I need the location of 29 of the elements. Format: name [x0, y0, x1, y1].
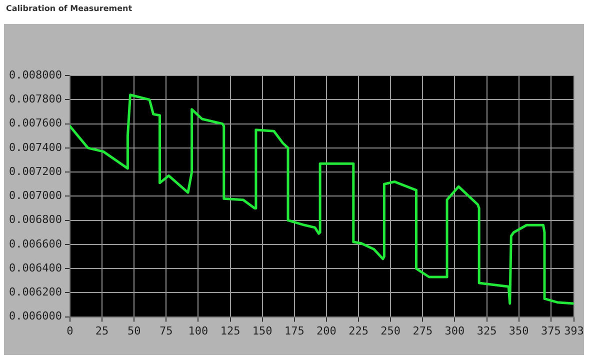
x-tick-label: 350	[508, 324, 529, 338]
y-tick-label: 0.007000	[8, 189, 62, 202]
x-tick-label: 393	[564, 324, 584, 338]
y-tick-label: 0.006200	[8, 286, 62, 299]
x-tick-label: 0	[66, 324, 74, 338]
y-tick-label: 0.006000	[8, 310, 62, 323]
y-tick-label: 0.007800	[8, 92, 62, 106]
y-tick-label: 0.006400	[8, 261, 62, 274]
chart-title: Calibration of Measurement	[6, 4, 132, 13]
x-tick-label: 250	[380, 324, 401, 338]
x-tick-label: 375	[540, 324, 561, 338]
y-tick-label: 0.008000	[8, 68, 62, 82]
x-tick-label: 175	[284, 324, 304, 338]
x-tick-label: 125	[220, 324, 240, 338]
y-tick-label: 0.007400	[8, 140, 62, 154]
x-tick-label: 150	[252, 324, 272, 338]
x-tick-label: 300	[444, 324, 465, 338]
y-tick-label: 0.007600	[8, 116, 62, 130]
x-tick-label: 100	[188, 324, 208, 338]
x-tick-label: 275	[412, 324, 433, 338]
x-tick-label: 50	[127, 324, 141, 338]
x-tick-label: 200	[316, 324, 336, 338]
y-tick-label: 0.007200	[8, 164, 62, 178]
x-tick-label: 225	[348, 324, 368, 338]
x-tick-label: 325	[476, 324, 497, 338]
y-tick-label: 0.006600	[8, 237, 62, 250]
x-tick-label: 75	[160, 324, 173, 338]
y-tick-label: 0.006800	[8, 213, 62, 226]
x-tick-label: 25	[95, 324, 109, 338]
